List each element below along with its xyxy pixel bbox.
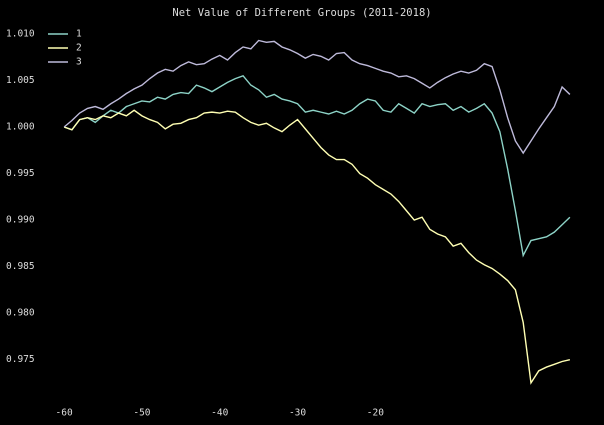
y-tick-label: 1.010 [6,28,35,39]
y-tick-label: 0.985 [6,261,35,272]
x-tick-label: -20 [367,408,384,419]
x-tick-label: -30 [289,408,306,419]
legend-label: 3 [76,57,82,68]
y-tick-label: 0.975 [6,354,35,365]
legend-label: 1 [76,29,82,40]
y-tick-label: 0.980 [6,308,35,319]
y-tick-label: 1.005 [6,75,35,86]
y-tick-label: 1.000 [6,122,35,133]
legend-label: 2 [76,43,82,54]
line-series [63,75,571,258]
y-tick-label: 0.995 [6,168,35,179]
x-tick-label: -60 [56,408,73,419]
line-series [63,39,571,155]
x-tick-label: -40 [211,408,228,419]
line-series [63,109,571,385]
y-tick-label: 0.990 [6,215,35,226]
x-tick-label: -50 [133,408,150,419]
chart-title: Net Value of Different Groups (2011-2018… [172,7,431,19]
